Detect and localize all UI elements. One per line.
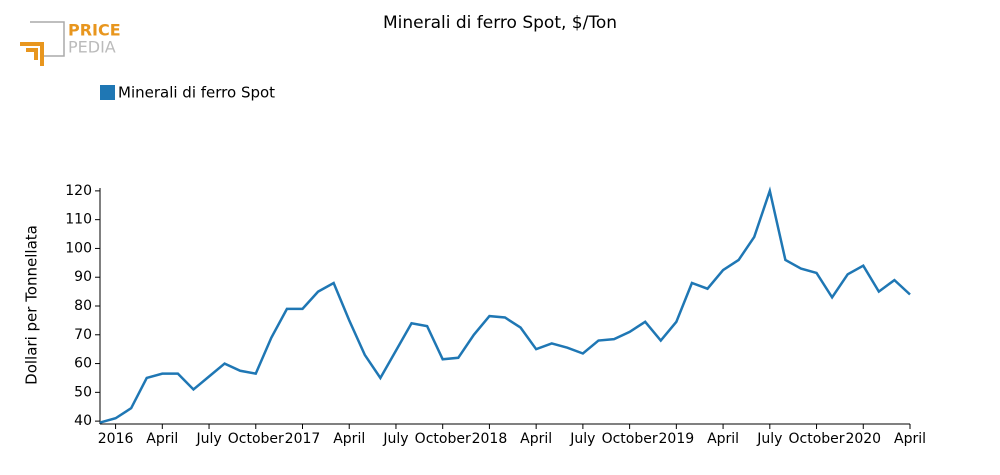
x-tick-label: July <box>195 431 221 447</box>
logo: PRICE PEDIA <box>20 21 121 66</box>
line <box>99 186 911 424</box>
x-tick-label: July <box>382 431 408 447</box>
x-tick-label: October <box>228 431 284 447</box>
y-tick-label: 120 <box>65 183 92 199</box>
logo-text: PRICE <box>68 21 121 40</box>
y-tick-label: 80 <box>74 298 92 314</box>
x-tick-label: July <box>756 431 782 447</box>
logo-frame <box>30 21 65 57</box>
y-tick-label: 90 <box>74 269 92 285</box>
y-tick-label: 40 <box>74 413 92 429</box>
x-tick-label: October <box>789 431 845 447</box>
y-tick-label: 110 <box>65 212 92 228</box>
y-tick-label: 50 <box>74 384 92 400</box>
x-tick-label: April <box>333 431 365 447</box>
x-tick-label: 2018 <box>472 431 508 447</box>
x-tick-label: October <box>602 431 658 447</box>
chart-title: Minerali di ferro Spot, $/Ton <box>383 13 617 33</box>
x-tick-label: October <box>415 431 471 447</box>
logo-text: PEDIA <box>68 38 116 57</box>
x-tick-label: 2017 <box>285 431 321 447</box>
logo-mark <box>20 42 44 66</box>
x-tick-label: April <box>707 431 739 447</box>
x-tick-label: 2016 <box>98 431 134 447</box>
x-tick-label: April <box>520 431 552 447</box>
y-tick-label: 60 <box>74 356 92 372</box>
y-tick-label: 100 <box>65 240 92 256</box>
x-tick-label: April <box>146 431 178 447</box>
x-tick-label: 2020 <box>845 431 881 447</box>
legend-swatch <box>100 85 115 100</box>
x-tick-label: July <box>569 431 595 447</box>
y-axis-label: Dollari per Tonnellata <box>23 225 41 385</box>
legend-label: Minerali di ferro Spot <box>118 84 275 102</box>
x-tick-label: April <box>894 431 926 447</box>
x-tick-label: 2019 <box>659 431 695 447</box>
y-tick-label: 70 <box>74 327 92 343</box>
